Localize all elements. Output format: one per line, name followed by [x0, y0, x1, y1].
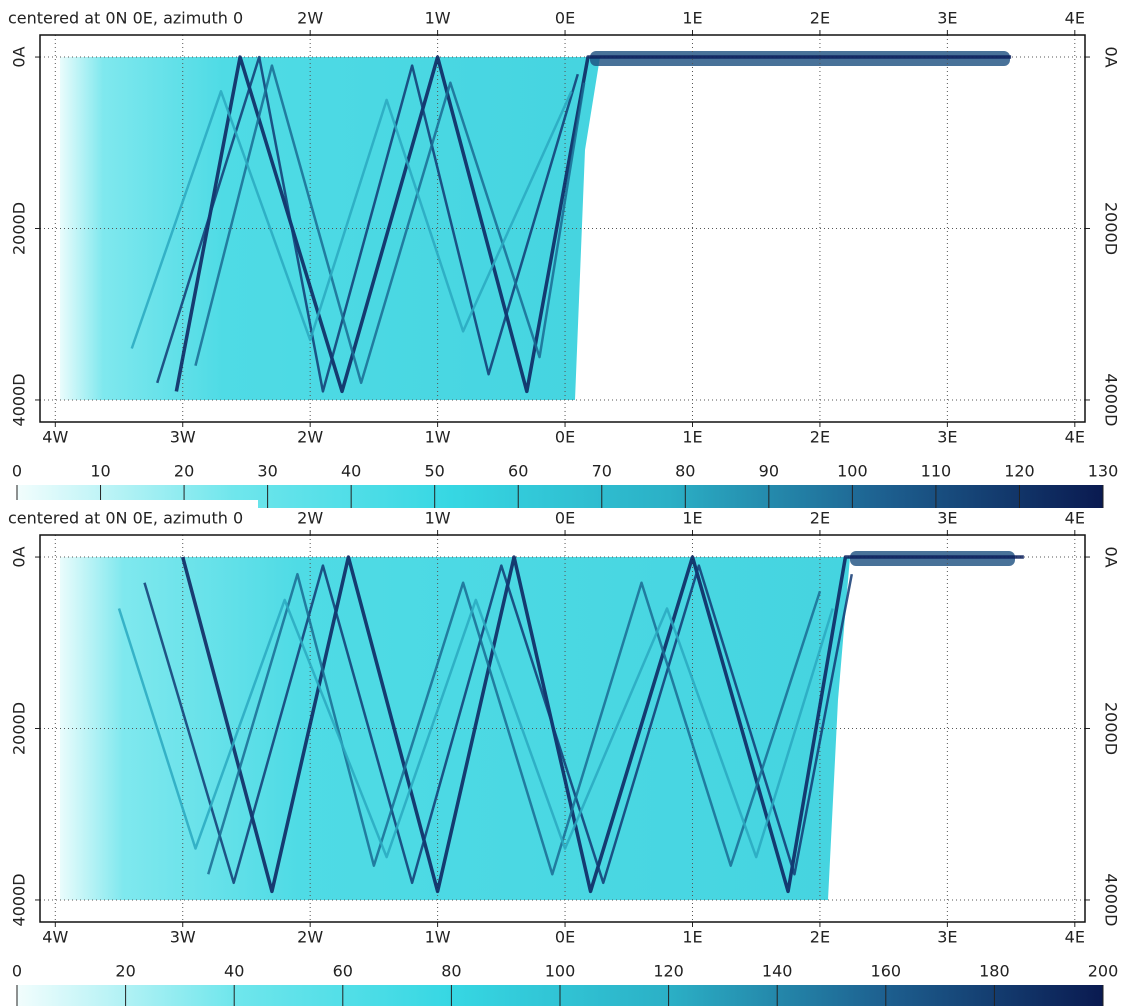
- y-tick-label: 2000D: [10, 202, 29, 255]
- colorbar: [17, 485, 1103, 508]
- top-x-tick-label: 2E: [810, 9, 830, 28]
- x-tick-label: 1W: [425, 428, 451, 447]
- colorbar-tick-label: 140: [762, 962, 793, 981]
- colorbar-tick-label: 60: [508, 462, 528, 481]
- y-tick-label: 0A: [10, 546, 29, 567]
- colorbar-tick-label: 100: [545, 962, 576, 981]
- x-tick-label: 3W: [170, 428, 196, 447]
- x-tick-label: 0E: [555, 928, 575, 947]
- chart-title: centered at 0N 0E, azimuth 0: [8, 509, 243, 528]
- top-x-tick-label: 3E: [937, 9, 957, 28]
- colorbar-tick-label: 160: [871, 962, 902, 981]
- colorbar-tick-label: 180: [979, 962, 1010, 981]
- colorbar-tick-label: 40: [341, 462, 361, 481]
- y-tick-label-right: 4000D: [1102, 873, 1121, 926]
- colorbar-tick-label: 80: [441, 962, 461, 981]
- x-tick-label: 4W: [42, 928, 68, 947]
- chart-title: centered at 0N 0E, azimuth 0: [8, 9, 243, 28]
- top-x-tick-label: 3E: [937, 509, 957, 528]
- colorbar-tick-label: 30: [257, 462, 277, 481]
- y-tick-label-right: 4000D: [1102, 373, 1121, 426]
- x-tick-label: 1E: [682, 428, 702, 447]
- colorbar-tick-label: 0: [12, 962, 22, 981]
- top-x-tick-label: 1W: [425, 9, 451, 28]
- colorbar-tick-label: 10: [90, 462, 110, 481]
- colorbar-tick-label: 60: [333, 962, 353, 981]
- top-x-tick-label: 4E: [1065, 509, 1085, 528]
- ray-path: [174, 55, 1012, 394]
- plot-frame: [39, 34, 1086, 423]
- x-tick-label: 2E: [810, 428, 830, 447]
- y-tick-label-right: 0A: [1102, 546, 1121, 567]
- colorbar-tick-label: 70: [592, 462, 612, 481]
- colorbar-tick-label: 80: [675, 462, 695, 481]
- x-tick-label: 2W: [297, 428, 323, 447]
- title-bg: [0, 500, 258, 532]
- x-tick-label: 2W: [297, 928, 323, 947]
- ray-path: [130, 90, 573, 349]
- x-tick-label: 4E: [1065, 928, 1085, 947]
- y-tick-label-right: 2000D: [1102, 202, 1121, 255]
- top-x-tick-label: 1W: [425, 509, 451, 528]
- y-tick-label: 4000D: [10, 373, 29, 426]
- ray-path: [194, 64, 586, 385]
- colorbar-tick-label: 90: [759, 462, 779, 481]
- plot-frame: [39, 534, 1086, 923]
- colorbar-tick-label: 40: [224, 962, 244, 981]
- x-tick-label: 1E: [682, 928, 702, 947]
- colorbar-tick-label: 110: [921, 462, 952, 481]
- colorbar-tick-label: 0: [12, 462, 22, 481]
- x-tick-label: 4W: [42, 428, 68, 447]
- x-tick-label: 3W: [170, 928, 196, 947]
- x-tick-label: 1W: [425, 928, 451, 947]
- colorbar-tick-label: 120: [653, 962, 684, 981]
- x-tick-label: 0E: [555, 428, 575, 447]
- colorbar-tick-label: 50: [425, 462, 445, 481]
- ray-path: [156, 55, 579, 393]
- top-x-tick-label: 1E: [682, 9, 702, 28]
- y-tick-label: 4000D: [10, 873, 29, 926]
- top-x-tick-label: 2W: [297, 9, 323, 28]
- x-tick-label: 3E: [937, 928, 957, 947]
- y-tick-label-right: 0A: [1102, 46, 1121, 67]
- colorbar-tick-label: 130: [1088, 462, 1119, 481]
- top-x-tick-label: 0E: [555, 509, 575, 528]
- top-x-tick-label: 1E: [682, 509, 702, 528]
- coverage-area: [60, 57, 600, 400]
- colorbar-tick-label: 100: [837, 462, 868, 481]
- top-x-tick-label: 4E: [1065, 9, 1085, 28]
- x-tick-label: 3E: [937, 428, 957, 447]
- top-x-tick-label: 2W: [297, 509, 323, 528]
- colorbar-tick-label: 200: [1088, 962, 1119, 981]
- y-tick-label: 0A: [10, 46, 29, 67]
- colorbar-tick-label: 120: [1004, 462, 1035, 481]
- title-bg: [0, 0, 258, 32]
- top-x-tick-label: 2E: [810, 509, 830, 528]
- top-x-tick-label: 0E: [555, 9, 575, 28]
- colorbar-tick-label: 20: [174, 462, 194, 481]
- panel: 4W 3W 2W 1W 0E 1E 2E 3E 4E 2W 1W 0E 1E 2E 3E 4E 0A 0A 2000…: [0, 0, 1121, 508]
- y-tick-label-right: 2000D: [1102, 702, 1121, 755]
- colorbar-tick-label: 20: [115, 962, 135, 981]
- x-tick-label: 2E: [810, 928, 830, 947]
- x-tick-label: 4E: [1065, 428, 1085, 447]
- ray-path: [207, 572, 822, 876]
- y-tick-label: 2000D: [10, 702, 29, 755]
- ray-path: [117, 598, 834, 859]
